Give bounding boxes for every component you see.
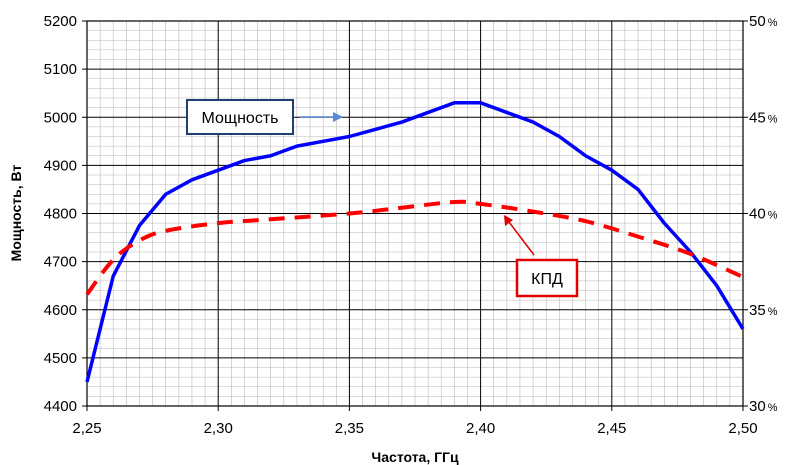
y-tick-label: 4500 bbox=[44, 350, 77, 367]
x-tick-label: 2,25 bbox=[72, 420, 101, 437]
x-tick-label: 2,40 bbox=[466, 420, 495, 437]
series-layer bbox=[85, 101, 745, 383]
power-callout: Мощность bbox=[186, 99, 343, 135]
y-tick-label: 4900 bbox=[44, 157, 77, 174]
y-axis-ticks: 4400 4500 4600 4700 4800 4900 5000 5100 5200 bbox=[44, 13, 87, 415]
x-axis-title: Частота, ГГц bbox=[371, 449, 459, 465]
y-tick-label: 5200 bbox=[44, 13, 77, 30]
efficiency-callout: КПД bbox=[504, 215, 579, 298]
y-tick-label: 5000 bbox=[44, 109, 77, 126]
power-callout-box bbox=[186, 99, 294, 135]
efficiency-callout-arrow-head bbox=[504, 215, 513, 226]
x-axis-ticks: 2,25 2,30 2,35 2,40 2,45 2,50 bbox=[72, 406, 758, 437]
efficiency-series-line bbox=[85, 199, 744, 296]
y2-tick-label: 30% bbox=[749, 398, 778, 415]
y2-tick-label: 45% bbox=[749, 109, 778, 126]
efficiency-callout-label: КПД bbox=[531, 271, 563, 288]
y-axis-title: Мощность, Вт bbox=[8, 165, 24, 262]
efficiency-callout-arrow-line bbox=[508, 221, 535, 256]
x-tick-label: 2,45 bbox=[597, 420, 626, 437]
x-tick-label: 2,30 bbox=[204, 420, 233, 437]
y2-tick-label: 40% bbox=[749, 206, 778, 223]
y-tick-label: 4800 bbox=[44, 206, 77, 223]
efficiency-callout-box bbox=[515, 258, 579, 298]
power-series-line bbox=[85, 101, 745, 383]
y-tick-label: 4700 bbox=[44, 254, 77, 271]
x-tick-label: 2,50 bbox=[728, 420, 757, 437]
y-tick-label: 5100 bbox=[44, 61, 77, 78]
power-callout-label: Мощность bbox=[202, 110, 279, 127]
power-callout-arrow-head bbox=[333, 112, 343, 122]
y2-tick-label: 35% bbox=[749, 302, 778, 319]
y-tick-label: 4600 bbox=[44, 302, 77, 319]
y-tick-label: 4400 bbox=[44, 398, 77, 415]
x-tick-label: 2,35 bbox=[335, 420, 364, 437]
y2-tick-label: 50% bbox=[749, 13, 778, 30]
major-gridlines bbox=[87, 21, 743, 406]
y2-axis-ticks: 30 % 35 % 40 % 45 % 50% bbox=[743, 13, 778, 415]
